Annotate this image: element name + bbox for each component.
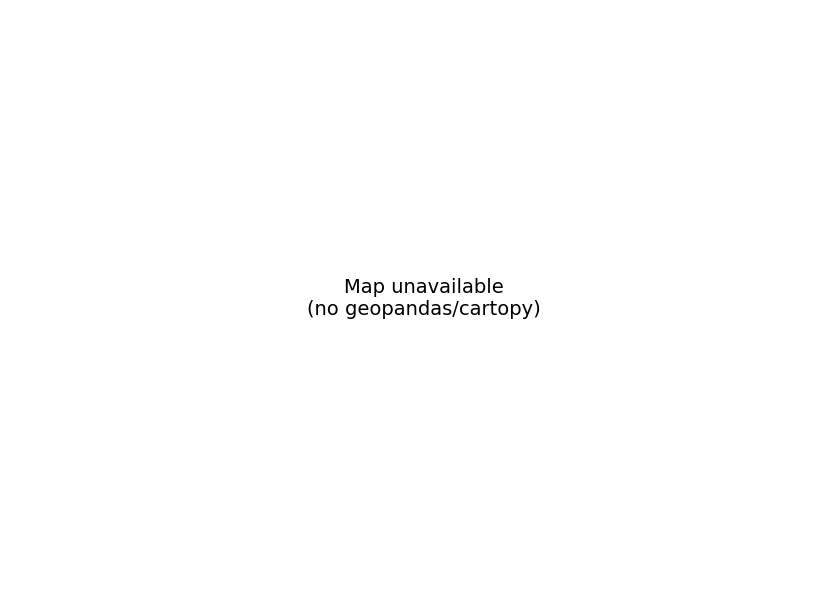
Text: Map unavailable
(no geopandas/cartopy): Map unavailable (no geopandas/cartopy) — [307, 278, 541, 319]
